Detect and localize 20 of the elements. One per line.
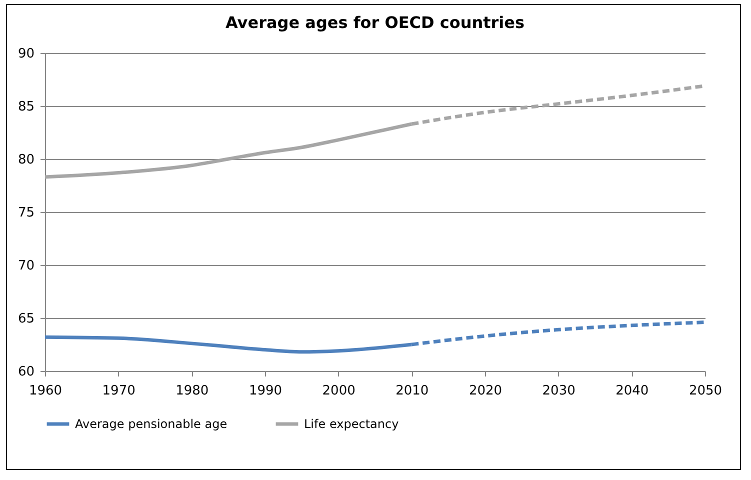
y-tick-label: 80 [18,152,34,168]
y-tick-label: 90 [18,46,34,62]
legend-label: Life expectancy [304,417,399,431]
y-tick-label: 75 [18,206,34,220]
x-tick-label: 2050 [688,384,722,398]
x-tick-label: 1960 [28,384,62,398]
y-tick-label: 85 [18,100,34,114]
x-tick-label: 1990 [248,384,282,398]
x-tick-label: 2000 [322,384,356,398]
x-tick-label: 2040 [616,384,649,398]
x-tick-label: 2020 [468,384,502,398]
y-tick-label: 60 [18,364,34,380]
x-tick-label: 1980 [176,384,209,398]
x-tick-label: 2030 [542,384,576,398]
legend-label: Average pensionable age [75,417,228,431]
y-tick-label: 65 [18,312,34,326]
x-tick-label: 1970 [102,384,136,398]
y-tick-label: 70 [18,258,34,274]
chart-title: Average ages for OECD countries [225,13,525,32]
x-tick-label: 2010 [396,384,429,398]
